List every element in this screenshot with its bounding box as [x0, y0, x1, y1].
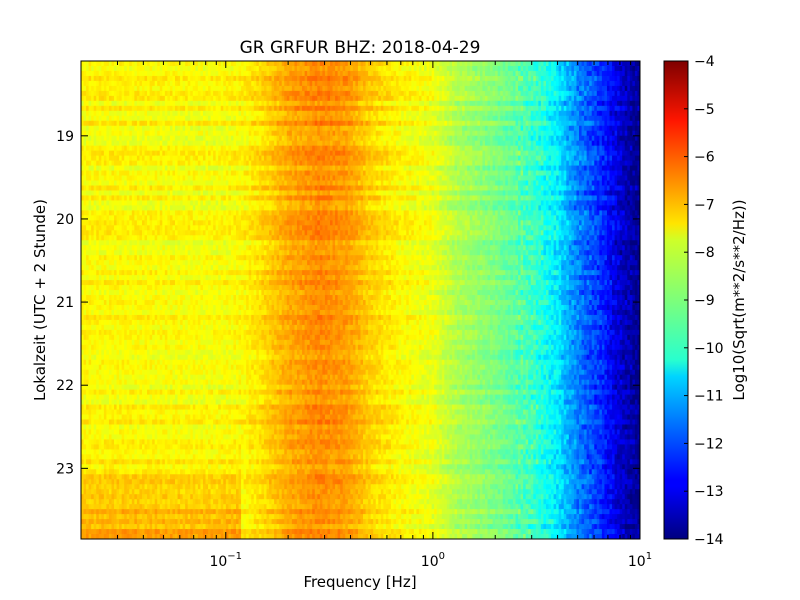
heatmap-cells: [81, 61, 641, 540]
chart-title: GR GRFUR BHZ: 2018-04-29: [240, 38, 481, 58]
